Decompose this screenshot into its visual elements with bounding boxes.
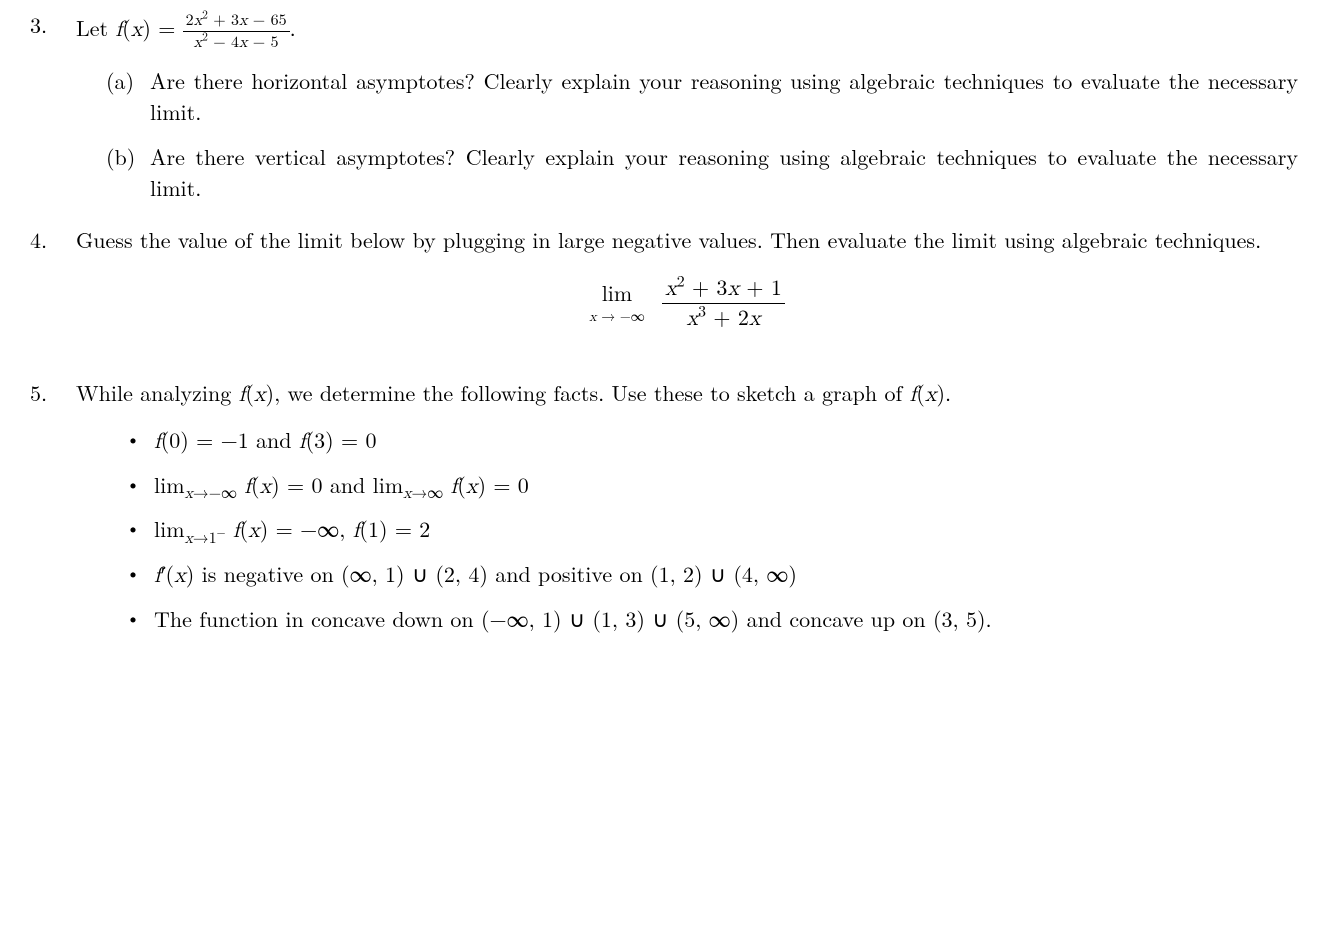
bullet-item: • limx→−∞ f(x) = 0 and limx→∞ f(x) = 0 xyxy=(126,470,1298,503)
bullet-item: • f′(x) is negative on (∞, 1) ∪ (2, 4) a… xyxy=(126,559,1298,592)
fraction: x2 + 3x + 1 x3 + 2x xyxy=(662,274,785,332)
problem-number: 4. xyxy=(30,225,76,356)
sub-text: Are there horizontal asymptotes? Clearly… xyxy=(150,66,1298,128)
bullet-item: • The function in concave down on (−∞, 1… xyxy=(126,604,1298,635)
problem-5: 5. While analyzing f(x), we determine th… xyxy=(30,378,1298,647)
problem-3: 3. Let f(x) = 2x2 + 3x − 65x2 − 4x − 5. … xyxy=(30,10,1298,203)
text: . xyxy=(945,377,951,408)
text: , we determine the following facts. Use … xyxy=(274,377,909,408)
sub-label: (b) xyxy=(106,142,150,204)
text: = xyxy=(151,12,183,43)
text: . xyxy=(290,12,296,43)
bullet-text: f′(x) is negative on (∞, 1) ∪ (2, 4) and… xyxy=(154,559,1298,592)
bullet-dot: • xyxy=(126,470,154,503)
bullet-dot: • xyxy=(126,514,154,547)
bullet-dot: • xyxy=(126,425,154,458)
problem-body: Let f(x) = 2x2 + 3x − 65x2 − 4x − 5. (a)… xyxy=(76,10,1298,203)
bullet-list: • f(0) = −1 and f(3) = 0 • limx→−∞ f(x) … xyxy=(126,425,1298,635)
subproblem-b: (b) Are there vertical asymptotes? Clear… xyxy=(106,142,1298,204)
display-equation: lim x → −∞ x2 + 3x + 1 x3 + 2x xyxy=(76,274,1298,332)
bullet-dot: • xyxy=(126,559,154,592)
text: Let xyxy=(76,12,115,43)
bullet-item: • f(0) = −1 and f(3) = 0 xyxy=(126,425,1298,458)
text: Guess the value of the limit below by pl… xyxy=(76,224,1261,255)
limit: lim x → −∞ xyxy=(589,278,645,327)
problem-body: While analyzing f(x), we determine the f… xyxy=(76,378,1298,647)
sub-text: Are there vertical asymptotes? Clearly e… xyxy=(150,142,1298,204)
problem-number: 5. xyxy=(30,378,76,647)
sub-label: (a) xyxy=(106,66,150,128)
text: While analyzing xyxy=(76,377,239,408)
problem-number: 3. xyxy=(30,10,76,203)
math-f: f xyxy=(115,19,122,41)
bullet-text: The function in concave down on (−∞, 1) … xyxy=(154,604,1298,635)
fraction: 2x2 + 3x − 65x2 − 4x − 5 xyxy=(183,10,290,52)
problem-body: Guess the value of the limit below by pl… xyxy=(76,225,1298,356)
problem-4: 4. Guess the value of the limit below by… xyxy=(30,225,1298,356)
bullet-dot: • xyxy=(126,604,154,635)
subproblem-a: (a) Are there horizontal asymptotes? Cle… xyxy=(106,66,1298,128)
math-x: x xyxy=(131,19,143,41)
bullet-text: f(0) = −1 and f(3) = 0 xyxy=(154,425,1298,458)
bullet-text: limx→1− f(x) = −∞, f(1) = 2 xyxy=(154,514,1298,547)
bullet-text: limx→−∞ f(x) = 0 and limx→∞ f(x) = 0 xyxy=(154,470,1298,503)
bullet-item: • limx→1− f(x) = −∞, f(1) = 2 xyxy=(126,514,1298,547)
